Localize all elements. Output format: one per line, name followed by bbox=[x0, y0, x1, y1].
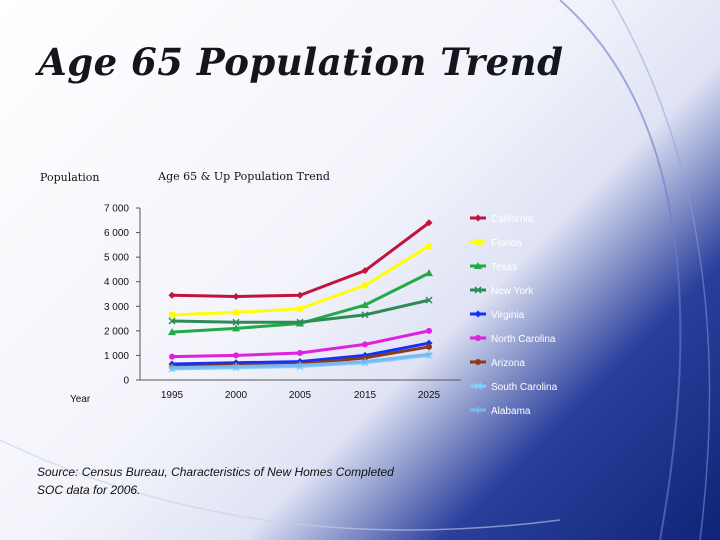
plot-series bbox=[168, 219, 433, 373]
data-point bbox=[232, 362, 240, 370]
y-tick-label: 7 000 bbox=[104, 204, 129, 215]
data-point bbox=[296, 361, 304, 369]
y-tick-label: 3 000 bbox=[104, 302, 129, 313]
data-point bbox=[169, 353, 175, 360]
legend-item-virginia: Virginia bbox=[470, 310, 525, 321]
series-texas bbox=[168, 269, 433, 336]
series-alabama bbox=[168, 350, 433, 372]
x-tick-label: 2025 bbox=[418, 390, 441, 401]
data-point bbox=[474, 214, 482, 222]
legend-label: Virginia bbox=[491, 310, 525, 321]
legend-item-south-carolina: South Carolina bbox=[470, 382, 558, 393]
data-point bbox=[361, 311, 369, 319]
data-point bbox=[361, 301, 369, 309]
data-point bbox=[475, 335, 481, 341]
x-tick-label: 2015 bbox=[354, 390, 377, 401]
data-point bbox=[168, 328, 176, 336]
series-line bbox=[171, 244, 430, 317]
data-point bbox=[232, 318, 240, 326]
data-point bbox=[425, 219, 433, 227]
data-point bbox=[426, 343, 432, 350]
data-point bbox=[426, 243, 432, 250]
legend-label: Arizona bbox=[491, 358, 525, 369]
source-line-2: SOC data for 2006. bbox=[37, 483, 141, 497]
y-tick-label: 1 000 bbox=[104, 351, 129, 362]
data-point bbox=[362, 341, 368, 348]
data-point bbox=[169, 311, 175, 318]
series-north-carolina bbox=[169, 327, 432, 360]
y-tick-label: 5 000 bbox=[104, 253, 129, 264]
legend-label: New York bbox=[491, 286, 534, 297]
series-line bbox=[171, 221, 430, 298]
data-point bbox=[362, 282, 368, 289]
legend-label: South Carolina bbox=[491, 382, 558, 393]
legend-item-florida: Florida bbox=[470, 238, 522, 249]
data-point bbox=[232, 292, 240, 300]
series-california bbox=[168, 219, 433, 300]
data-point bbox=[474, 382, 482, 390]
data-point bbox=[474, 310, 482, 318]
data-point bbox=[425, 269, 433, 277]
data-point bbox=[296, 291, 304, 299]
x-axis-label: Year bbox=[70, 394, 91, 405]
legend-label: Texas bbox=[491, 262, 517, 273]
data-point bbox=[232, 324, 240, 332]
legend-label: Alabama bbox=[491, 406, 531, 417]
data-point bbox=[233, 352, 239, 359]
data-point bbox=[297, 349, 303, 356]
series-new-york bbox=[168, 296, 433, 326]
data-point bbox=[168, 317, 176, 325]
data-point bbox=[168, 364, 176, 372]
legend-item-alabama: Alabama bbox=[470, 406, 531, 417]
data-point bbox=[425, 296, 433, 304]
y-tick-label: 6 000 bbox=[104, 228, 129, 239]
data-point bbox=[474, 286, 482, 294]
legend-label: California bbox=[491, 214, 534, 225]
x-ticks: 1995 2000 2005 2015 2025 bbox=[161, 390, 441, 401]
data-point bbox=[475, 359, 481, 365]
data-point bbox=[475, 239, 481, 245]
x-tick-label: 2000 bbox=[225, 390, 248, 401]
data-point bbox=[233, 309, 239, 316]
data-point bbox=[168, 291, 176, 299]
legend-item-north-carolina: North Carolina bbox=[470, 334, 556, 345]
source-note: Source: Census Bureau, Characteristics o… bbox=[37, 463, 457, 499]
data-point bbox=[297, 305, 303, 312]
data-point bbox=[474, 262, 482, 269]
legend-item-arizona: Arizona bbox=[470, 358, 525, 369]
legend-label: North Carolina bbox=[491, 334, 556, 345]
y-ticks: 0 1 000 2 000 3 000 4 000 5 000 6 000 7 000 bbox=[104, 204, 140, 387]
series-florida bbox=[169, 243, 432, 318]
data-point bbox=[361, 267, 369, 275]
data-point bbox=[474, 406, 482, 414]
data-point bbox=[426, 327, 432, 334]
x-tick-label: 2005 bbox=[289, 390, 312, 401]
legend-item-new-york: New York bbox=[470, 286, 534, 297]
source-line-1: Source: Census Bureau, Characteristics o… bbox=[37, 465, 394, 479]
legend: California Florida Texas New York Virginia No… bbox=[470, 214, 558, 417]
legend-label: Florida bbox=[491, 238, 522, 249]
chart-title: Age 65 & Up Population Trend bbox=[157, 170, 330, 183]
y-tick-label: 2 000 bbox=[104, 326, 129, 337]
data-point bbox=[425, 350, 433, 358]
y-axis-label: Population bbox=[40, 171, 99, 184]
y-tick-label: 4 000 bbox=[104, 277, 129, 288]
x-tick-label: 1995 bbox=[161, 390, 184, 401]
data-point bbox=[361, 358, 369, 366]
legend-item-texas: Texas bbox=[470, 262, 517, 273]
legend-item-california: California bbox=[470, 214, 534, 225]
y-tick-label: 0 bbox=[123, 376, 129, 387]
data-point bbox=[362, 354, 368, 361]
data-point bbox=[296, 318, 304, 326]
page-title: Age 65 Population Trend bbox=[38, 40, 564, 84]
